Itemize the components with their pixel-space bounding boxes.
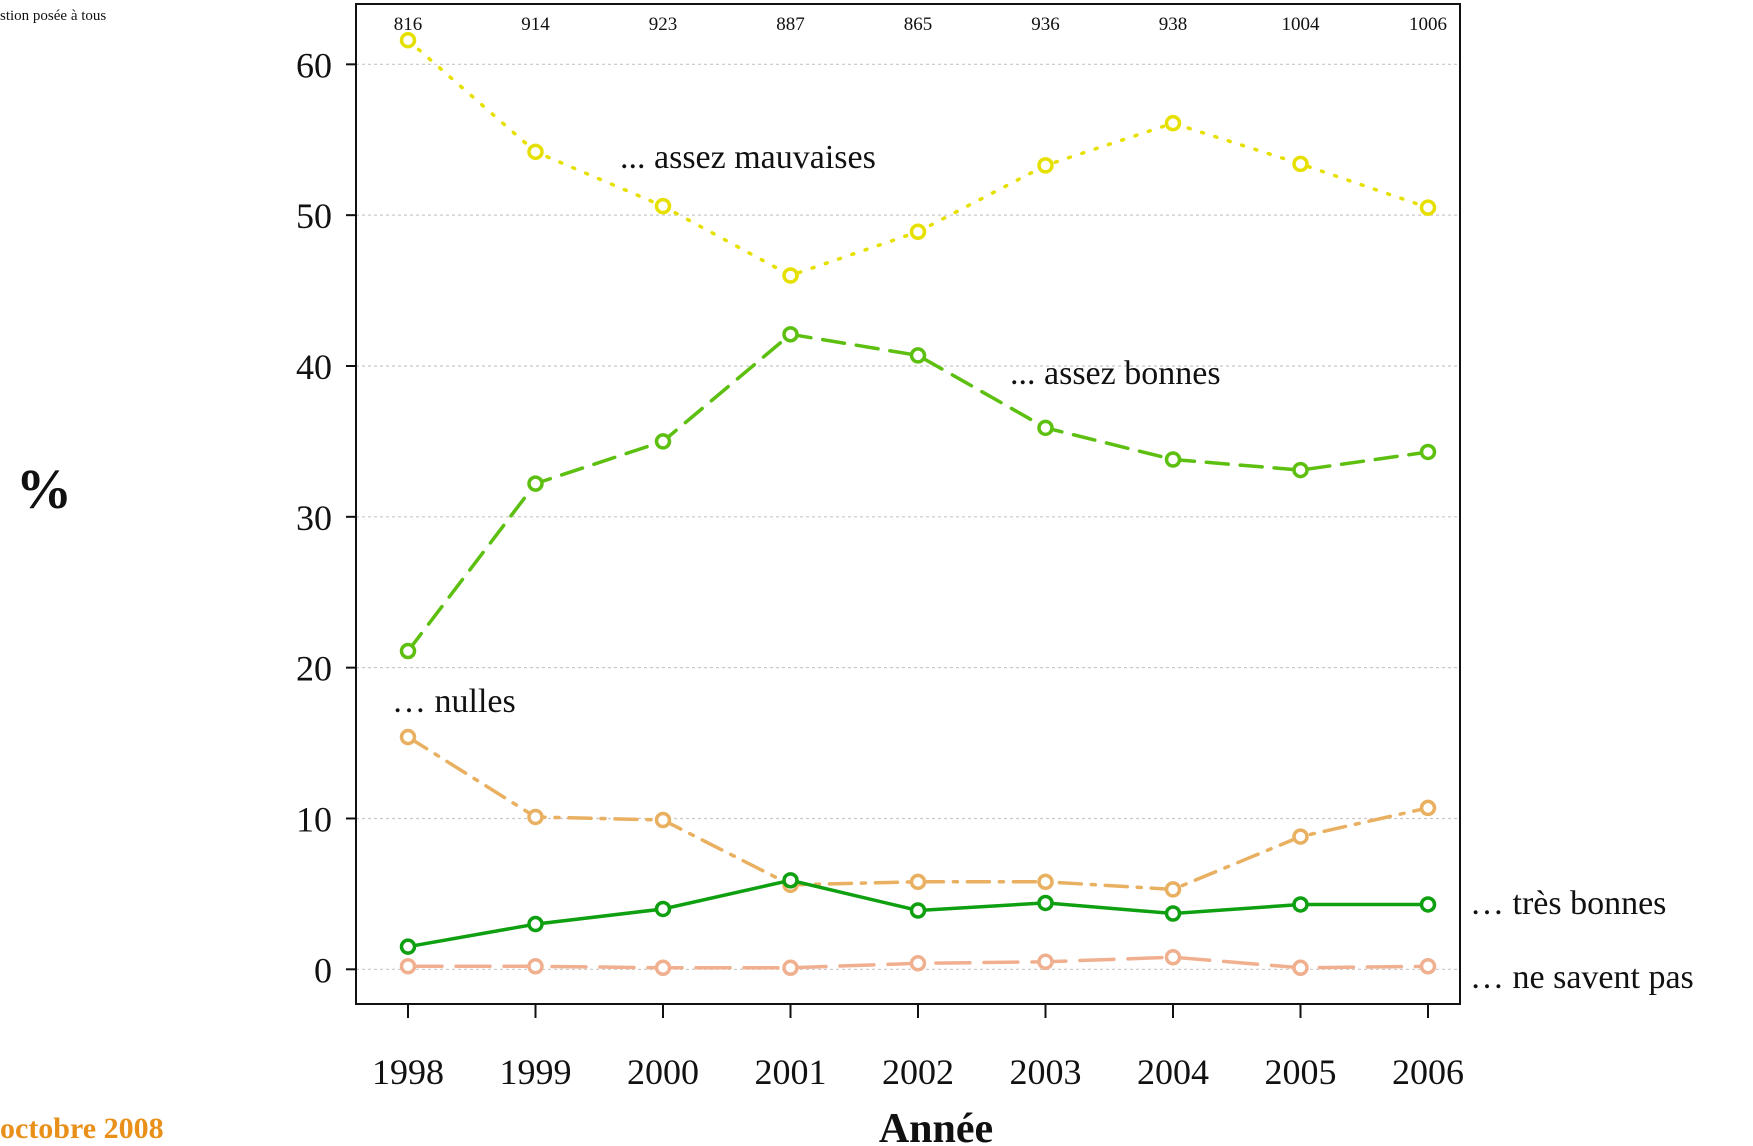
x-tick-label: 2001 xyxy=(755,1052,827,1092)
data-point xyxy=(1292,461,1309,479)
y-tick-label: 60 xyxy=(296,45,332,85)
data-point xyxy=(1419,199,1437,216)
y-axis-label: % xyxy=(16,459,72,521)
data-point xyxy=(1419,896,1437,913)
data-point xyxy=(527,475,544,492)
y-tick-label: 10 xyxy=(296,799,332,839)
data-point xyxy=(654,959,672,977)
data-point xyxy=(782,959,799,977)
sample-size-label: 938 xyxy=(1159,14,1188,35)
question-note: stion posée à tous xyxy=(0,8,107,24)
data-point xyxy=(654,900,672,918)
data-point xyxy=(1037,419,1054,437)
series-label: … nulles xyxy=(392,683,516,720)
data-point xyxy=(1164,881,1182,898)
data-point xyxy=(909,873,927,891)
data-point xyxy=(1037,157,1054,174)
data-point xyxy=(1292,828,1309,845)
x-tick-label: 1999 xyxy=(500,1052,572,1092)
sample-size-label: 816 xyxy=(394,14,423,35)
data-point xyxy=(909,347,927,364)
data-point xyxy=(1419,958,1437,975)
data-point xyxy=(909,955,927,972)
data-point xyxy=(527,958,544,975)
series-label: … ne savent pas xyxy=(1470,959,1694,996)
y-tick-label: 20 xyxy=(296,649,332,689)
data-point xyxy=(1292,959,1309,977)
sample-size-label: 1004 xyxy=(1282,14,1321,35)
y-tick-label: 0 xyxy=(314,950,332,990)
series-line xyxy=(406,38,1430,278)
data-point xyxy=(399,938,417,955)
sample-size-label: 936 xyxy=(1031,14,1060,35)
data-point xyxy=(1164,451,1182,468)
x-tick-label: 1998 xyxy=(372,1052,444,1092)
data-point xyxy=(1419,799,1437,817)
x-tick-label: 2005 xyxy=(1265,1052,1337,1092)
footer-date: octobre 2008 xyxy=(0,1112,164,1145)
sample-size-label: 1006 xyxy=(1409,14,1447,35)
sample-size-label: 923 xyxy=(649,14,678,35)
x-tick-label: 2002 xyxy=(882,1052,954,1092)
data-point xyxy=(1164,948,1182,966)
data-point xyxy=(399,31,417,49)
data-point xyxy=(909,902,927,919)
data-point xyxy=(1292,155,1309,173)
data-point xyxy=(654,433,672,450)
data-point xyxy=(782,872,799,889)
series-label: … très bonnes xyxy=(1470,885,1666,922)
data-point xyxy=(1037,953,1054,971)
data-point xyxy=(782,326,799,343)
data-point xyxy=(399,642,417,660)
y-tick-label: 50 xyxy=(296,196,332,236)
data-point xyxy=(909,223,927,241)
x-tick-label: 2006 xyxy=(1392,1052,1464,1092)
data-point xyxy=(1164,114,1182,132)
data-point xyxy=(527,143,544,161)
data-point xyxy=(527,808,544,826)
data-point xyxy=(527,915,544,933)
data-point xyxy=(1419,443,1437,461)
series-label: ... assez mauvaises xyxy=(620,139,876,176)
x-tick-label: 2000 xyxy=(627,1052,699,1092)
series-label: ... assez bonnes xyxy=(1010,355,1221,392)
data-point xyxy=(1037,894,1054,912)
y-tick-label: 40 xyxy=(296,347,332,387)
sample-size-label: 887 xyxy=(776,14,805,35)
data-point xyxy=(782,267,799,284)
x-tick-label: 2003 xyxy=(1010,1052,1082,1092)
x-tick-label: 2004 xyxy=(1137,1052,1209,1092)
data-point xyxy=(654,811,672,829)
data-point xyxy=(654,197,672,215)
series-line xyxy=(406,735,1430,892)
data-point xyxy=(1292,896,1309,913)
series-line xyxy=(406,332,1430,653)
y-tick-label: 30 xyxy=(296,498,332,538)
data-point xyxy=(1164,905,1182,922)
data-point xyxy=(1037,873,1054,891)
sample-size-label: 865 xyxy=(904,14,933,35)
data-point xyxy=(399,958,417,975)
sample-size-label: 914 xyxy=(521,14,550,35)
plot-frame xyxy=(355,3,1461,1005)
x-axis-label: Année xyxy=(879,1106,993,1146)
data-point xyxy=(399,728,417,746)
